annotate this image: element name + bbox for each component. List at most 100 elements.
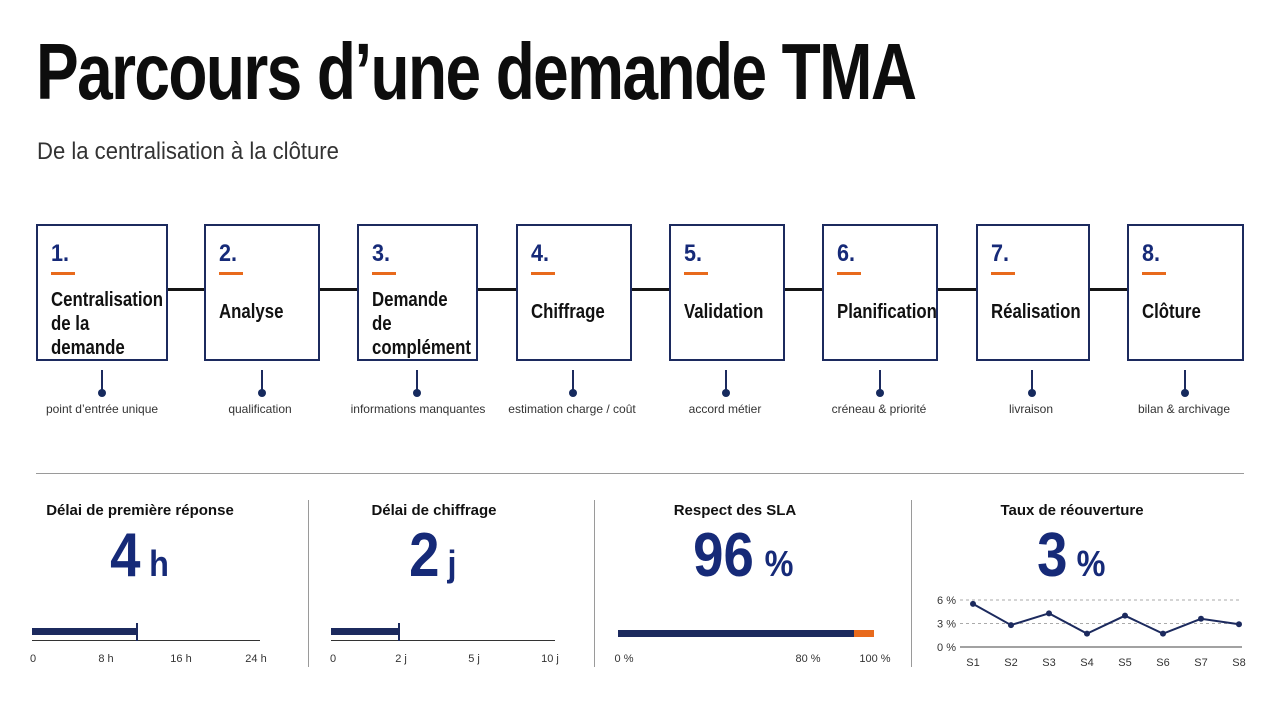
kpi-number: 3	[1036, 521, 1068, 590]
chart-x-tick-label: S6	[1156, 657, 1169, 669]
kpi-axis-tick: 0 %	[614, 653, 634, 665]
step-number: 1.	[51, 240, 70, 267]
step-tick-line	[879, 370, 881, 392]
kpi-axis-tick: 0	[329, 653, 337, 665]
step-title: Réalisation	[991, 301, 1081, 323]
chart-point	[1008, 622, 1014, 629]
kpi-axis-tick: 16 h	[170, 653, 192, 665]
step-tick-line	[725, 370, 727, 392]
step-title: Demande de complément	[372, 289, 471, 359]
chart-y-tick-label: 0 %	[937, 642, 956, 654]
chart-series-line	[972, 603, 1240, 635]
step-note: estimation charge / coût	[508, 402, 636, 416]
step-tick-line	[1031, 370, 1033, 392]
kpi-progress-bar	[32, 628, 136, 635]
kpi-axis-tick: 8 h	[98, 653, 114, 665]
kpi-axis-tick: 2 j	[395, 653, 407, 665]
step-title: Analyse	[219, 301, 284, 323]
step-tick-dot	[722, 389, 730, 397]
step-note: bilan & archivage	[1137, 402, 1231, 416]
kpi-axis-tick: 5 j	[468, 653, 480, 665]
process-step-5: 5. Validation	[669, 224, 785, 361]
step-number: 2.	[219, 240, 238, 267]
kpi-axis	[32, 640, 260, 641]
step-number: 6.	[837, 240, 856, 267]
step-tick-line	[261, 370, 263, 392]
step-tick-dot	[98, 389, 106, 397]
step-tick-line	[101, 370, 103, 392]
step-accent-mark	[219, 272, 243, 275]
kpi-progress-marker	[398, 623, 400, 641]
step-note: informations manquantes	[350, 402, 486, 416]
kpi-number: 2	[408, 521, 440, 590]
process-step-1: 1. Centralisation de la demande	[36, 224, 168, 361]
kpi-number: 96	[692, 521, 754, 590]
step-tick-dot	[258, 389, 266, 397]
chart-x-tick-label: S3	[1042, 657, 1055, 669]
page-title: Parcours d’une demande TMA	[36, 27, 917, 116]
page-subtitle: De la centralisation à la clôture	[37, 138, 339, 165]
step-title: Clôture	[1142, 301, 1201, 323]
step-title: Validation	[684, 301, 764, 323]
kpi-label-reopen-rate: Taux de réouverture	[1000, 502, 1144, 519]
chart-point	[1236, 621, 1242, 628]
step-accent-mark	[531, 272, 555, 275]
process-step-6: 6. Planification	[822, 224, 938, 361]
chart-x-tick-label: S7	[1194, 657, 1207, 669]
chart-x-tick-label: S4	[1080, 657, 1093, 669]
chart-x-tick-label: S8	[1232, 657, 1245, 669]
kpi-progress-remainder	[854, 630, 874, 637]
kpi-axis-tick: 100 %	[859, 653, 891, 665]
kpi-value-reopen-rate: 3%	[921, 520, 1221, 591]
kpi-unit: h	[149, 543, 170, 584]
step-note: qualification	[228, 402, 292, 416]
step-number: 3.	[372, 240, 391, 267]
step-tick-line	[416, 370, 418, 392]
process-step-4: 4. Chiffrage	[516, 224, 632, 361]
chart-point	[970, 600, 976, 607]
step-tick-dot	[1181, 389, 1189, 397]
step-note: point d’entrée unique	[45, 402, 159, 416]
step-accent-mark	[837, 272, 861, 275]
chart-x-tick-label: S2	[1004, 657, 1017, 669]
step-number: 8.	[1142, 240, 1161, 267]
process-step-7: 7. Réalisation	[976, 224, 1090, 361]
process-connector-line	[168, 288, 1128, 291]
kpi-number: 4	[109, 521, 141, 590]
chart-y-tick-label: 6 %	[937, 595, 956, 607]
step-title: Planification	[837, 301, 937, 323]
kpi-axis-tick: 10 j	[541, 653, 559, 665]
kpi-progress-marker	[136, 623, 138, 641]
chart-y-tick-label: 3 %	[937, 619, 956, 631]
step-accent-mark	[1142, 272, 1166, 275]
chart-point	[1084, 630, 1090, 637]
step-accent-mark	[684, 272, 708, 275]
kpi-value-sla: 96%	[592, 520, 892, 591]
section-divider	[36, 473, 1244, 474]
chart-x-tick-label: S1	[966, 657, 979, 669]
kpi-label-quote-delay: Délai de chiffrage	[371, 502, 497, 519]
step-tick-dot	[569, 389, 577, 397]
kpi-axis-tick: 24 h	[245, 653, 267, 665]
kpi-separator	[911, 500, 912, 667]
kpi-unit: %	[765, 543, 794, 584]
kpi-axis-tick: 0	[29, 653, 37, 665]
kpi-label-first-response: Délai de première réponse	[46, 502, 234, 519]
step-accent-mark	[991, 272, 1015, 275]
process-step-8: 8. Clôture	[1127, 224, 1244, 361]
step-tick-line	[572, 370, 574, 392]
reopen-rate-sparkline: 6 % 3 % 0 % S1 S2 S3 S4 S5 S6 S7 S8	[937, 595, 1246, 669]
chart-point	[1160, 630, 1166, 637]
step-note: créneau & priorité	[831, 402, 927, 416]
chart-point	[1122, 612, 1128, 619]
kpi-axis	[331, 640, 555, 641]
step-number: 7.	[991, 240, 1010, 267]
kpi-unit: j	[447, 543, 457, 584]
step-accent-mark	[51, 272, 75, 275]
step-accent-mark	[372, 272, 396, 275]
process-step-3: 3. Demande de complément	[357, 224, 478, 361]
step-tick-dot	[876, 389, 884, 397]
chart-point	[1198, 615, 1204, 622]
